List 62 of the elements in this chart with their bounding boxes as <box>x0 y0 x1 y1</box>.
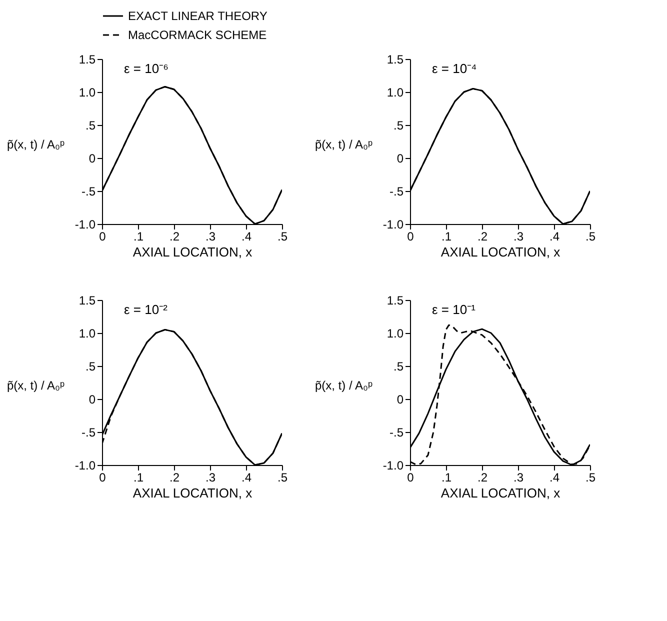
y-axis-title: p̃(x, t) / A₀ᵖ <box>6 138 65 152</box>
x-tick-label: .2 <box>477 230 488 244</box>
x-tick-label: .3 <box>513 230 524 244</box>
x-tick-label: .3 <box>205 230 216 244</box>
y-axis-title: p̃(x, t) / A₀ᵖ <box>6 378 65 392</box>
y-tick-label: -1.0 <box>74 458 96 472</box>
y-axis-title: p̃(x, t) / A₀ᵖ <box>314 378 373 392</box>
x-tick-label: .1 <box>133 230 144 244</box>
x-tick-label: .1 <box>133 470 144 484</box>
legend-label: EXACT LINEAR THEORY <box>128 9 268 23</box>
x-tick-label: .4 <box>549 230 560 244</box>
annotation: ε = 10⁻⁴ <box>432 61 477 76</box>
legend-label: MacCORMACK SCHEME <box>128 28 267 42</box>
x-tick-label: 0 <box>407 470 414 484</box>
y-tick-label: 0 <box>396 392 404 406</box>
x-tick-label: .2 <box>169 230 180 244</box>
x-tick-label: .1 <box>441 230 452 244</box>
y-tick-label: -.5 <box>81 426 96 440</box>
annotation: ε = 10⁻¹ <box>432 302 476 317</box>
y-tick-label: 0 <box>396 152 404 166</box>
y-tick-label: .5 <box>85 360 96 374</box>
y-tick-label: .5 <box>393 360 404 374</box>
y-tick-label: 1.5 <box>78 52 96 66</box>
y-tick-label: -.5 <box>81 184 96 198</box>
y-tick-label: -.5 <box>389 426 404 440</box>
y-tick-label: -1.0 <box>382 218 404 232</box>
y-axis-title: p̃(x, t) / A₀ᵖ <box>314 138 373 152</box>
y-tick-label: .5 <box>393 118 404 132</box>
x-tick-label: 0 <box>99 230 106 244</box>
y-tick-label: .5 <box>85 118 96 132</box>
x-axis-title: AXIAL LOCATION, x <box>132 486 253 500</box>
y-tick-label: -.5 <box>389 184 404 198</box>
x-tick-label: 0 <box>407 230 414 244</box>
y-tick-label: 1.0 <box>386 86 404 100</box>
y-tick-label: 1.0 <box>386 326 404 340</box>
x-tick-label: .1 <box>441 470 452 484</box>
x-tick-label: .4 <box>241 230 252 244</box>
y-tick-label: 1.5 <box>386 294 404 308</box>
y-tick-label: 1.5 <box>386 52 404 66</box>
x-tick-label: 0 <box>99 470 106 484</box>
annotation: ε = 10⁻² <box>124 302 168 317</box>
y-tick-label: 0 <box>88 392 96 406</box>
x-tick-label: .2 <box>169 470 180 484</box>
x-tick-label: .4 <box>549 470 560 484</box>
x-tick-label: .4 <box>241 470 252 484</box>
y-tick-label: 0 <box>88 152 96 166</box>
y-tick-label: 1.0 <box>78 326 96 340</box>
x-axis-title: AXIAL LOCATION, x <box>440 244 561 260</box>
x-tick-label: .5 <box>585 230 596 244</box>
x-tick-label: .3 <box>513 470 524 484</box>
x-tick-label: .5 <box>277 230 288 244</box>
y-tick-label: 1.0 <box>78 86 96 100</box>
y-tick-label: -1.0 <box>382 458 404 472</box>
y-tick-label: 1.5 <box>78 294 96 308</box>
y-tick-label: -1.0 <box>74 218 96 232</box>
annotation: ε = 10⁻⁶ <box>124 61 168 76</box>
x-axis-title: AXIAL LOCATION, x <box>440 486 561 500</box>
x-tick-label: .5 <box>585 470 596 484</box>
x-tick-label: .5 <box>277 470 288 484</box>
x-tick-label: .3 <box>205 470 216 484</box>
x-axis-title: AXIAL LOCATION, x <box>132 244 253 260</box>
x-tick-label: .2 <box>477 470 488 484</box>
